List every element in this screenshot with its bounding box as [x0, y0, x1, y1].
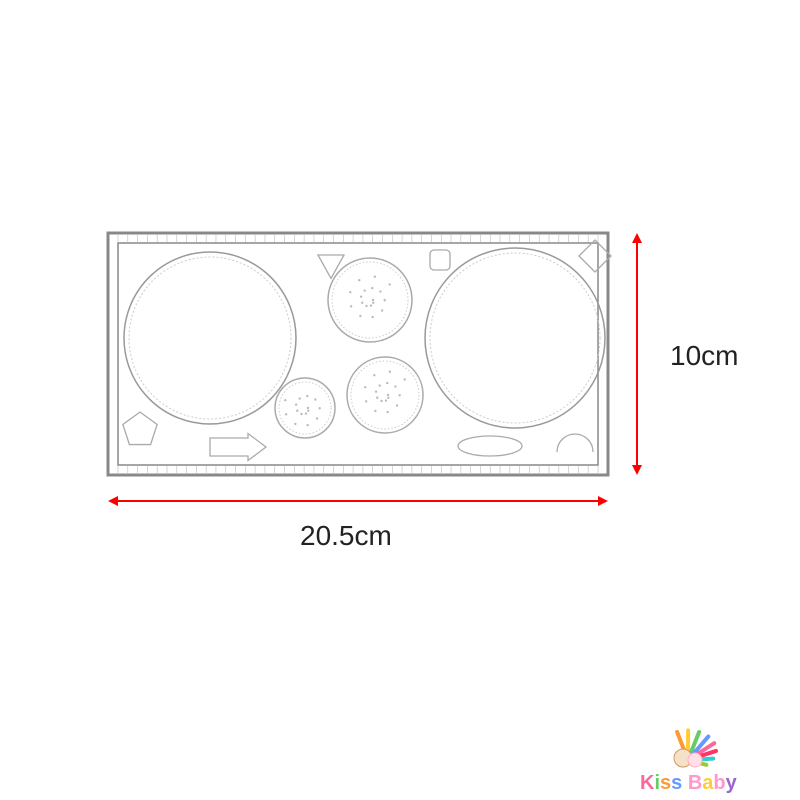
sun-icon [653, 720, 723, 770]
brand-logo: Kiss Baby [640, 720, 737, 795]
brand-text: Kiss Baby [640, 772, 737, 795]
width-dimension-line [118, 500, 598, 502]
height-label: 10cm [670, 340, 738, 372]
height-dimension-line [636, 243, 638, 465]
height-arrow-top [632, 233, 642, 243]
product-diagram [0, 0, 800, 800]
width-label: 20.5cm [300, 520, 392, 552]
canvas: 20.5cm 10cm Kiss Baby [0, 0, 800, 800]
width-arrow-right [598, 496, 608, 506]
width-arrow-left [108, 496, 118, 506]
height-arrow-bottom [632, 465, 642, 475]
